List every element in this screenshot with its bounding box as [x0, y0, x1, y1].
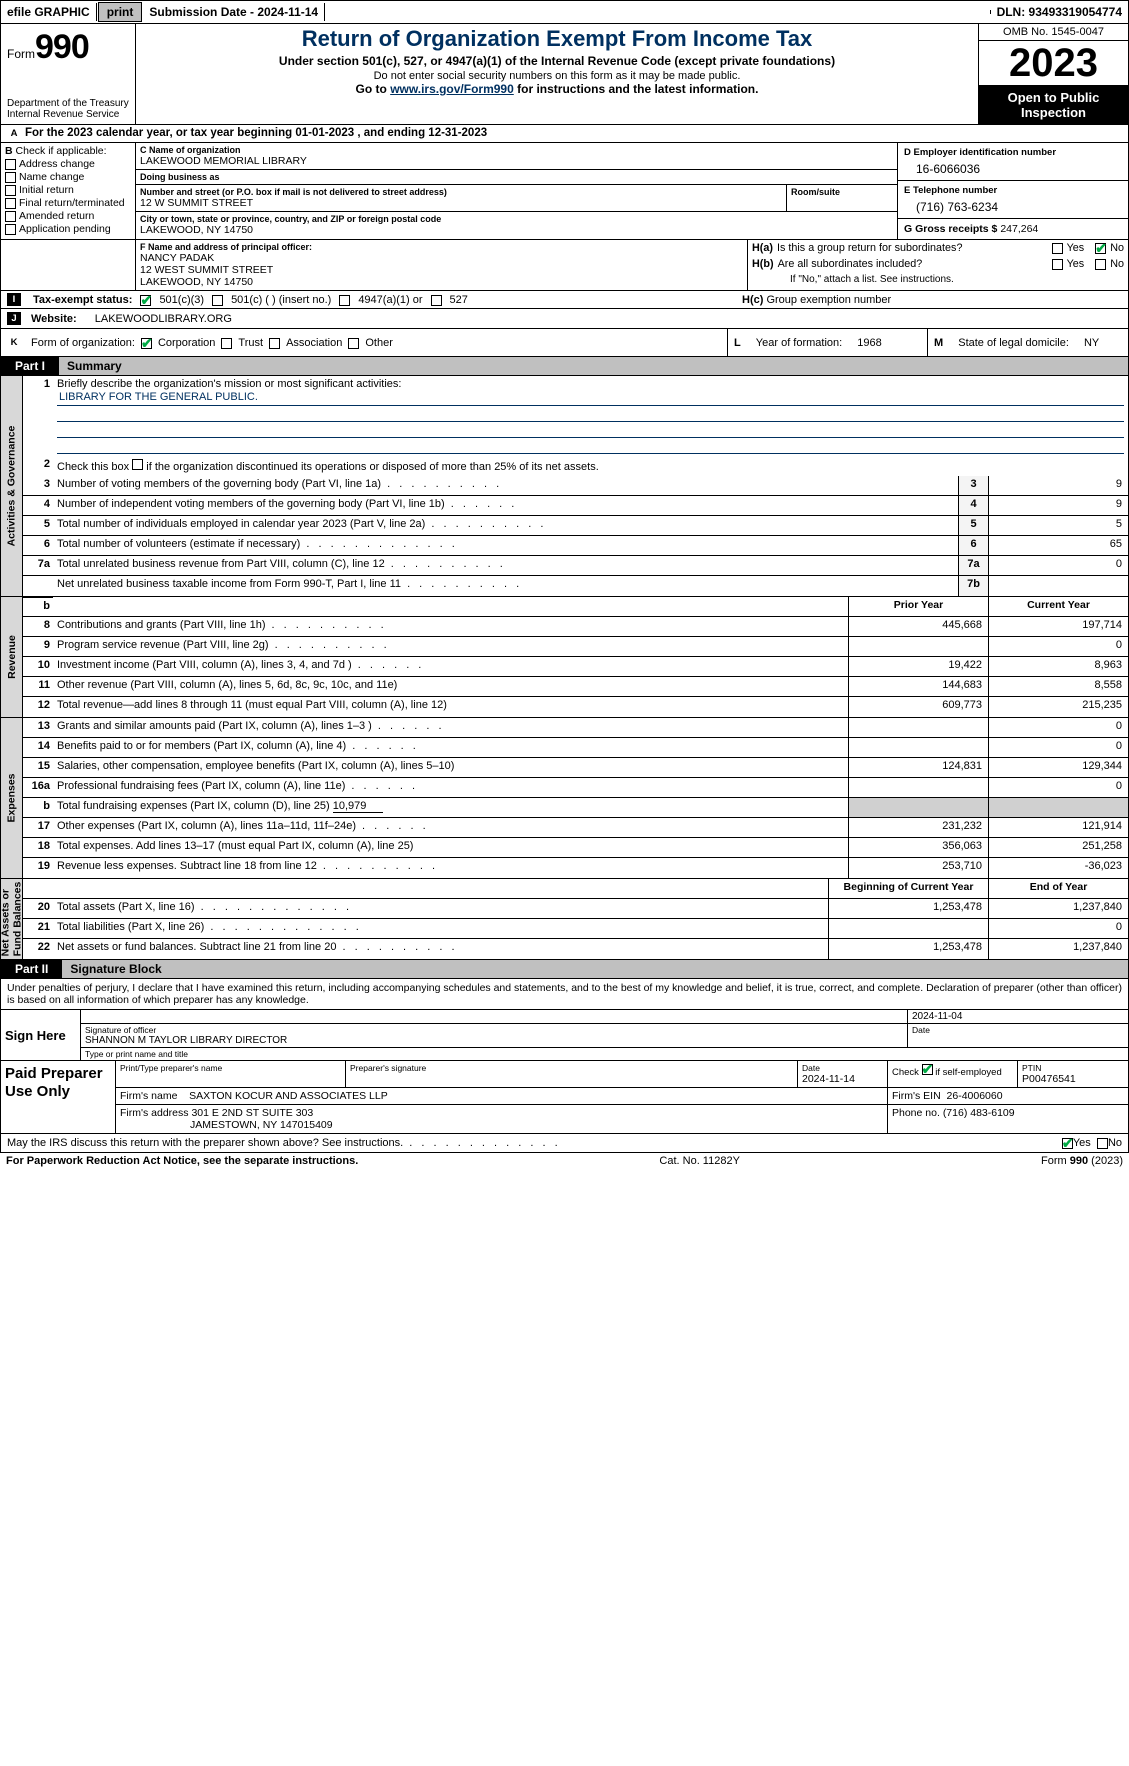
- footer-left: For Paperwork Reduction Act Notice, see …: [6, 1155, 358, 1167]
- form-word: Form: [7, 47, 35, 61]
- hb-no[interactable]: [1095, 259, 1106, 270]
- website: LAKEWOODLIBRARY.ORG: [95, 313, 232, 325]
- form-header: Form990 Department of the Treasury Inter…: [0, 24, 1129, 125]
- line-a: For the 2023 calendar year, or tax year …: [25, 127, 487, 139]
- declaration: Under penalties of perjury, I declare th…: [0, 979, 1129, 1010]
- box-b: B Check if applicable: Address change Na…: [1, 143, 136, 239]
- footer-mid: Cat. No. 11282Y: [659, 1155, 740, 1167]
- tab-activities: Activities & Governance: [1, 376, 23, 596]
- v6: 65: [988, 536, 1128, 555]
- form-subtitle: Under section 501(c), 527, or 4947(a)(1)…: [142, 54, 972, 68]
- chk-527[interactable]: [431, 295, 442, 306]
- chk-discontinued[interactable]: [132, 459, 143, 470]
- firm-addr: 301 E 2ND ST SUITE 303: [191, 1107, 313, 1119]
- paid-preparer-label: Paid Preparer Use Only: [1, 1061, 116, 1133]
- gross-receipts: 247,264: [1000, 223, 1038, 235]
- print-button[interactable]: print: [98, 2, 143, 22]
- year-formation: 1968: [857, 337, 881, 349]
- tab-net-assets: Net Assets orFund Balances: [1, 879, 23, 959]
- chk-4947[interactable]: [339, 295, 350, 306]
- firm-ein: 26-4006060: [947, 1090, 1003, 1102]
- org-name: LAKEWOOD MEMORIAL LIBRARY: [140, 155, 893, 167]
- phone: (716) 763-6234: [904, 196, 1122, 214]
- sign-here-label: Sign Here: [1, 1010, 81, 1060]
- ptin: P00476541: [1022, 1073, 1124, 1085]
- ha-no[interactable]: [1095, 243, 1106, 254]
- irs-link[interactable]: www.irs.gov/Form990: [390, 82, 514, 96]
- discuss-no[interactable]: [1097, 1138, 1108, 1149]
- form-number: 990: [35, 28, 89, 66]
- sign-date: 2024-11-04: [908, 1010, 1128, 1023]
- street: 12 W SUMMIT STREET: [140, 197, 782, 209]
- v7b: [988, 576, 1128, 596]
- tab-expenses: Expenses: [1, 718, 23, 878]
- dln: DLN: 93493319054774: [991, 3, 1128, 21]
- city-state-zip: LAKEWOOD, NY 14750: [140, 224, 893, 236]
- tab-revenue: Revenue: [1, 597, 23, 717]
- officer-name: SHANNON M TAYLOR LIBRARY DIRECTOR: [85, 1035, 903, 1046]
- chk-initial-return[interactable]: [5, 185, 16, 196]
- state-domicile: NY: [1084, 337, 1099, 349]
- firm-phone: (716) 483-6109: [943, 1107, 1015, 1119]
- ein: 16-6066036: [904, 158, 1122, 176]
- chk-501c[interactable]: [212, 295, 223, 306]
- chk-application-pending[interactable]: [5, 224, 16, 235]
- part-2-title: Signature Block: [62, 960, 1128, 978]
- v5: 5: [988, 516, 1128, 535]
- part-2-label: Part II: [1, 960, 62, 978]
- chk-other[interactable]: [348, 338, 359, 349]
- form-title: Return of Organization Exempt From Incom…: [142, 26, 972, 52]
- chk-assoc[interactable]: [269, 338, 280, 349]
- efile-label: efile GRAPHIC: [1, 3, 97, 21]
- section-a-to-g: B Check if applicable: Address change Na…: [0, 143, 1129, 240]
- form-warn: Do not enter social security numbers on …: [142, 70, 972, 82]
- chk-name-change[interactable]: [5, 172, 16, 183]
- topbar-spacer: [325, 10, 990, 14]
- chk-final-return[interactable]: [5, 198, 16, 209]
- dept-label: Department of the Treasury Internal Reve…: [7, 98, 129, 120]
- section-f-h: F Name and address of principal officer:…: [0, 240, 1129, 291]
- chk-address-change[interactable]: [5, 159, 16, 170]
- chk-amended-return[interactable]: [5, 211, 16, 222]
- firm-name: SAXTON KOCUR AND ASSOCIATES LLP: [189, 1090, 388, 1102]
- v4: 9: [988, 496, 1128, 515]
- submission-date: Submission Date - 2024-11-14: [143, 3, 325, 21]
- v7a: 0: [988, 556, 1128, 575]
- v3: 9: [988, 476, 1128, 495]
- principal-officer: NANCY PADAK 12 WEST SUMMIT STREET LAKEWO…: [140, 252, 743, 288]
- footer-right: Form 990 (2023): [1041, 1155, 1123, 1167]
- chk-corp[interactable]: [141, 338, 152, 349]
- topbar: efile GRAPHIC print Submission Date - 20…: [0, 0, 1129, 24]
- chk-trust[interactable]: [221, 338, 232, 349]
- omb-number: OMB No. 1545-0047: [979, 24, 1128, 41]
- hb-yes[interactable]: [1052, 259, 1063, 270]
- tax-year: 2023: [979, 41, 1128, 86]
- ha-yes[interactable]: [1052, 243, 1063, 254]
- part-1-label: Part I: [1, 357, 59, 375]
- discuss-yes[interactable]: [1062, 1138, 1073, 1149]
- mission: LIBRARY FOR THE GENERAL PUBLIC.: [57, 390, 1124, 406]
- open-inspection: Open to Public Inspection: [979, 86, 1128, 124]
- chk-self-employed[interactable]: [922, 1064, 933, 1075]
- chk-501c3[interactable]: [140, 295, 151, 306]
- part-1-title: Summary: [59, 357, 1128, 375]
